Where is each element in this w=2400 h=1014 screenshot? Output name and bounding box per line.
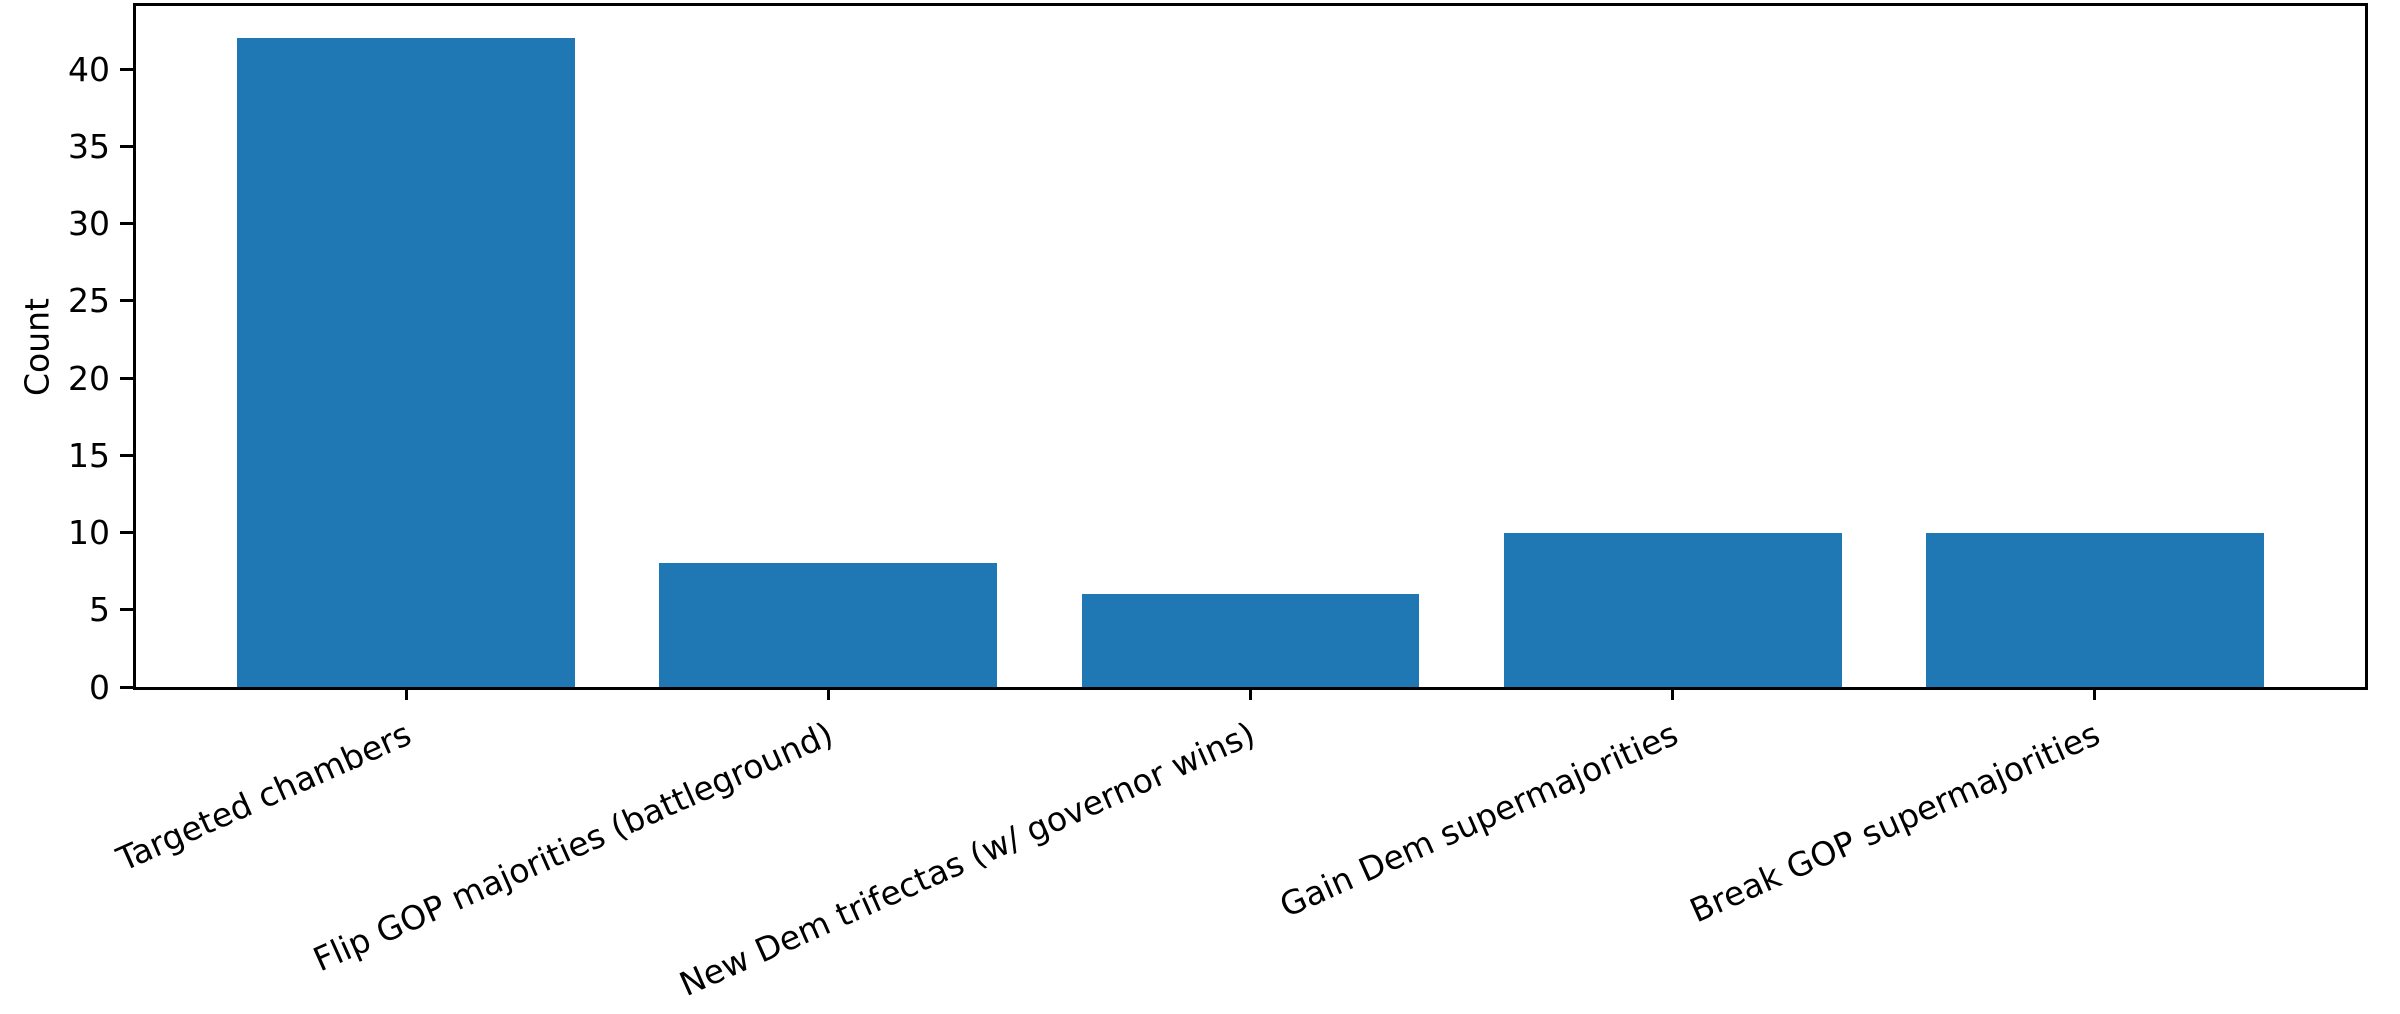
x-tick-mark: [1249, 690, 1252, 700]
y-tick-mark: [120, 299, 133, 303]
y-tick-label: 5: [89, 590, 110, 630]
y-tick-mark: [120, 608, 133, 612]
bar-1: [659, 563, 998, 687]
x-tick-mark: [2093, 690, 2097, 700]
bars: [136, 6, 2365, 687]
y-tick-mark: [120, 531, 133, 535]
y-tick-mark: [120, 67, 133, 71]
y-tick-label: 20: [68, 358, 110, 398]
y-tick-label: 10: [68, 513, 110, 553]
y-tick-mark: [120, 453, 133, 457]
bar-2: [1081, 594, 1420, 687]
y-tick-mark: [120, 145, 133, 149]
bar-4: [1925, 532, 2264, 687]
y-tick-label: 15: [68, 435, 110, 475]
y-tick-mark: [120, 222, 133, 226]
y-tick-mark: [120, 376, 133, 380]
bar-3: [1503, 532, 1842, 687]
y-tick-mark: [120, 685, 133, 689]
y-tick-label: 30: [68, 204, 110, 244]
x-tick-label: Targeted chambers: [110, 714, 417, 879]
y-tick-label: 0: [89, 667, 110, 707]
x-tick-mark: [1671, 690, 1675, 700]
x-tick-mark: [404, 690, 408, 700]
x-tick-mark: [826, 690, 830, 700]
y-tick-label: 25: [68, 281, 110, 321]
x-tick-label: Gain Dem supermajorities: [1273, 714, 1684, 926]
bar-0: [237, 38, 576, 687]
y-tick-label: 40: [68, 49, 110, 89]
y-tick-label: 35: [68, 127, 110, 167]
x-tick-label: Break GOP supermajorities: [1683, 714, 2106, 931]
plot-area: [133, 3, 2368, 690]
